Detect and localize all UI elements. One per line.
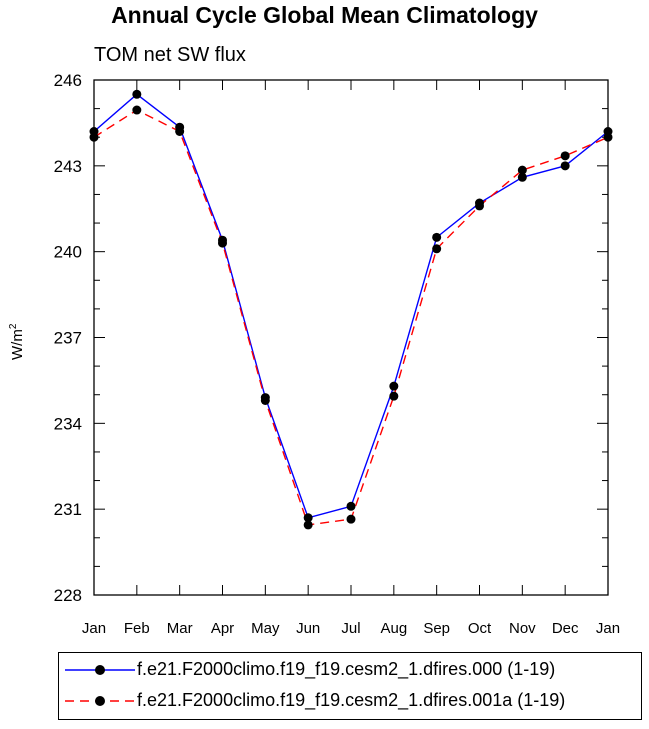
legend-entry-1: f.e21.F2000climo.f19_f19.cesm2_1.dfires.… bbox=[59, 686, 641, 716]
series-1-point bbox=[517, 165, 527, 175]
y-tick-label: 237 bbox=[54, 329, 82, 348]
legend-swatch-1 bbox=[65, 696, 135, 706]
series-1-point bbox=[560, 151, 570, 161]
y-tick-label: 246 bbox=[54, 71, 82, 90]
y-tick-label: 243 bbox=[54, 157, 82, 176]
series-1-point bbox=[389, 391, 399, 401]
legend-label-1: f.e21.F2000climo.f19_f19.cesm2_1.dfires.… bbox=[137, 690, 566, 710]
x-tick-label: May bbox=[251, 620, 280, 637]
y-tick-label: 234 bbox=[54, 414, 82, 433]
series-1-point bbox=[346, 514, 356, 524]
x-tick-label: Jul bbox=[341, 620, 360, 637]
series-1-point bbox=[89, 132, 99, 142]
series-0-point bbox=[432, 232, 442, 242]
series-1-point bbox=[132, 105, 142, 115]
legend-entry-0: f.e21.F2000climo.f19_f19.cesm2_1.dfires.… bbox=[59, 655, 641, 685]
series-0-point bbox=[346, 501, 356, 511]
series-1-point bbox=[475, 201, 484, 211]
series-0-point bbox=[560, 161, 570, 171]
series-1-point bbox=[432, 244, 442, 254]
y-tick-label: 228 bbox=[54, 586, 82, 605]
series-0-point bbox=[303, 513, 313, 523]
x-tick-label: Aug bbox=[380, 620, 407, 637]
x-tick-label: Dec bbox=[552, 620, 579, 637]
legend: f.e21.F2000climo.f19_f19.cesm2_1.dfires.… bbox=[58, 652, 642, 720]
x-tick-label: Jan bbox=[596, 620, 620, 637]
series-0-point bbox=[389, 381, 399, 391]
legend-swatch-0 bbox=[65, 665, 135, 675]
series-0-point bbox=[517, 172, 527, 182]
series-1-point bbox=[303, 520, 313, 530]
plot-area: 228 231 234 237 240 243 246 Jan Feb Mar Apr May Jun J… bbox=[54, 71, 620, 637]
x-tick-label: Sep bbox=[423, 620, 450, 637]
y-tick-label: 231 bbox=[54, 500, 82, 519]
x-tick-label: Mar bbox=[167, 620, 193, 637]
series-1-point bbox=[603, 132, 613, 142]
x-tick-label: Jun bbox=[296, 620, 320, 637]
x-tick-label: Apr bbox=[211, 620, 234, 637]
series-0-point bbox=[132, 89, 142, 99]
y-tick-label: 240 bbox=[54, 243, 82, 262]
legend-label-0: f.e21.F2000climo.f19_f19.cesm2_1.dfires.… bbox=[137, 659, 556, 679]
series-1-point bbox=[218, 238, 227, 248]
series-line-1 bbox=[93, 109, 609, 526]
series-1-point bbox=[175, 127, 185, 136]
x-tick-label: Oct bbox=[468, 620, 492, 637]
series-line-0 bbox=[93, 93, 609, 519]
x-tick-label: Nov bbox=[509, 620, 536, 637]
x-tick-label: Jan bbox=[82, 620, 106, 637]
chart-subtitle: TOM net SW flux bbox=[94, 44, 246, 66]
x-tick-label: Feb bbox=[124, 620, 150, 637]
chart-title: Annual Cycle Global Mean Climatology bbox=[111, 2, 538, 28]
series-1-point bbox=[260, 395, 270, 405]
